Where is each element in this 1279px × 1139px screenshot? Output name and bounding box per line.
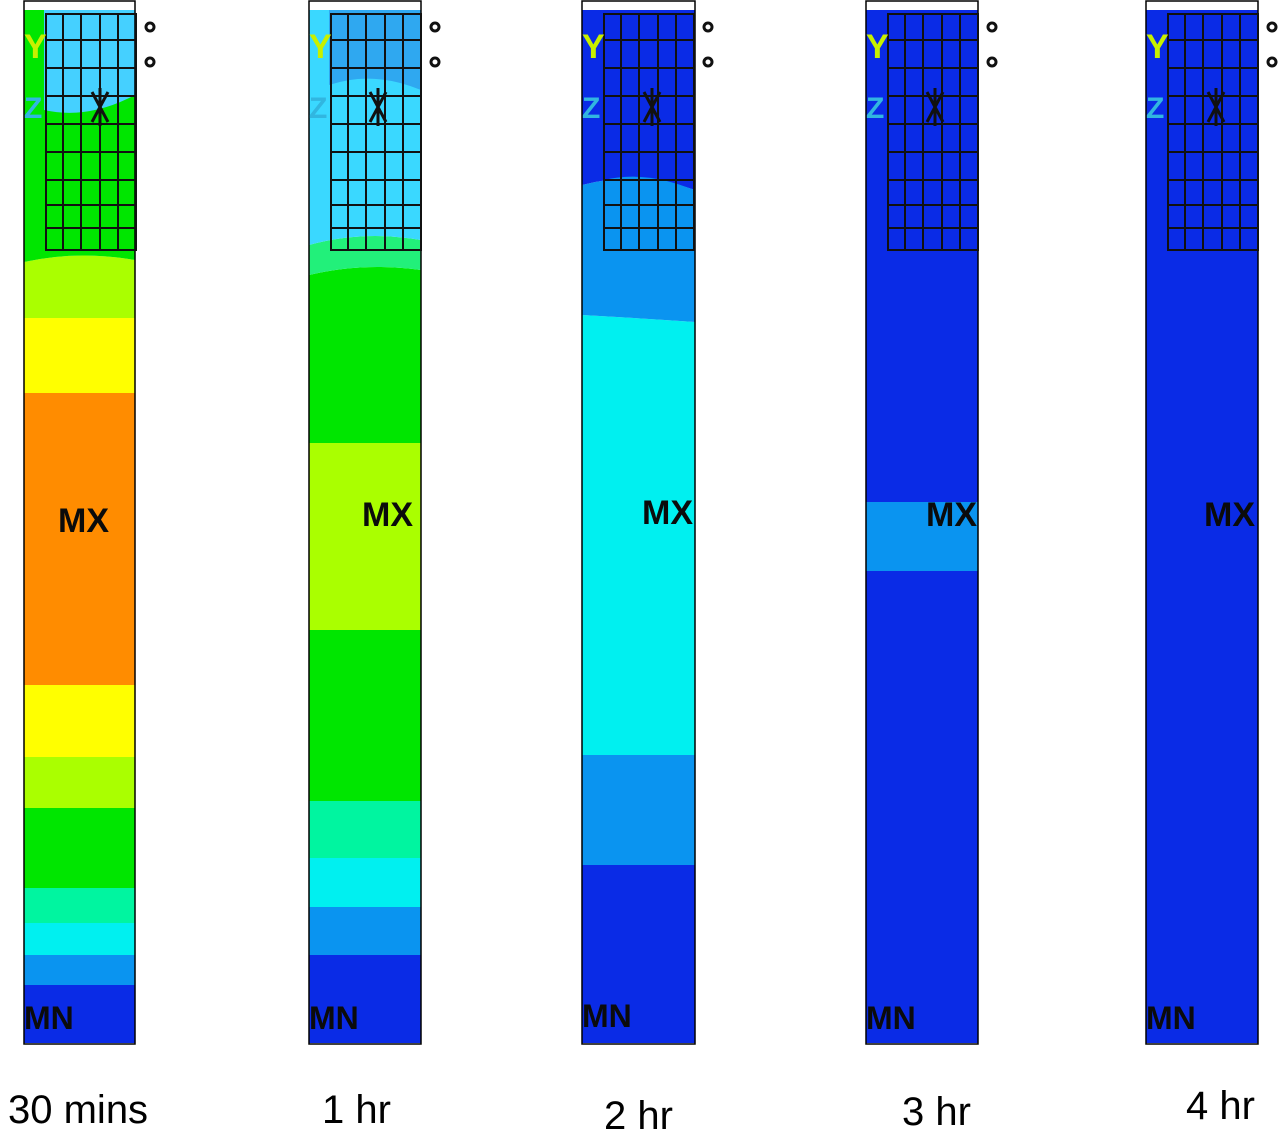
contour-plot-svg bbox=[308, 0, 441, 1045]
band bbox=[582, 865, 695, 1043]
grid-region-fill bbox=[44, 10, 135, 113]
mesh-grid bbox=[603, 13, 714, 251]
column-outline bbox=[23, 0, 136, 1045]
axis-z-label: Z bbox=[24, 92, 43, 125]
band bbox=[24, 685, 135, 757]
axis-y-label: Y bbox=[24, 28, 47, 66]
min-label: MN bbox=[24, 1000, 74, 1036]
min-label: MN bbox=[309, 1000, 359, 1036]
band bbox=[309, 801, 421, 858]
band bbox=[24, 808, 135, 888]
contour-plot-svg bbox=[581, 0, 714, 1045]
column-outline bbox=[865, 0, 979, 1045]
band bbox=[24, 318, 135, 393]
band bbox=[309, 858, 421, 907]
axis-y-label: Y bbox=[866, 28, 889, 66]
mesh-grid bbox=[330, 13, 441, 251]
column-outline bbox=[1145, 0, 1259, 1045]
contour-panel-4-hr: Y Z MX MN bbox=[1130, 0, 1279, 1080]
max-label: MX bbox=[362, 496, 413, 534]
contour-plot-svg bbox=[23, 0, 156, 1045]
band bbox=[309, 443, 421, 630]
axis-y-label: Y bbox=[582, 28, 605, 66]
min-label: MN bbox=[866, 1000, 916, 1036]
contour-column: Y Z MX MN bbox=[566, 0, 726, 1080]
band bbox=[24, 923, 135, 955]
axis-z-label: Z bbox=[309, 92, 328, 125]
axis-y-label: Y bbox=[309, 28, 332, 66]
contour-panel-2-hr: Y Z MX MN bbox=[566, 0, 726, 1080]
contour-panel-1-hr: Y Z MX MN bbox=[293, 0, 453, 1080]
max-label: MX bbox=[1204, 496, 1255, 534]
caption-30-mins: 30 mins bbox=[8, 1088, 149, 1132]
column-outline bbox=[581, 0, 696, 1045]
band bbox=[24, 955, 135, 985]
band bbox=[24, 888, 135, 923]
column-outline bbox=[308, 0, 422, 1045]
band bbox=[582, 315, 695, 755]
mesh-grid bbox=[887, 13, 998, 251]
contour-panel-30-mins: Y Z MX MN bbox=[8, 0, 168, 1080]
max-label: MX bbox=[642, 494, 693, 532]
band bbox=[309, 266, 421, 443]
grid-region-fill bbox=[329, 10, 421, 90]
min-label: MN bbox=[1146, 1000, 1196, 1036]
contour-panel-3-hr: Y Z MX MN bbox=[850, 0, 1010, 1080]
caption-4-hr: 4 hr bbox=[1186, 1084, 1255, 1128]
contour-plot-svg bbox=[865, 0, 998, 1045]
grid-region-fill bbox=[604, 176, 694, 250]
contour-column: Y Z MX MN bbox=[1130, 0, 1279, 1080]
mesh-grid bbox=[1167, 13, 1278, 251]
band bbox=[309, 955, 421, 1043]
contour-plot-svg bbox=[1145, 0, 1278, 1045]
contour-column: Y Z MX MN bbox=[293, 0, 453, 1080]
caption-1-hr: 1 hr bbox=[322, 1088, 391, 1132]
band bbox=[24, 757, 135, 808]
band bbox=[24, 393, 135, 685]
axis-y-label: Y bbox=[1146, 28, 1169, 66]
max-label: MX bbox=[58, 502, 109, 540]
band bbox=[866, 502, 978, 571]
contour-column: Y Z MX MN bbox=[850, 0, 1010, 1080]
axis-z-label: Z bbox=[1146, 92, 1165, 125]
band bbox=[582, 755, 695, 865]
axis-z-label: Z bbox=[866, 92, 885, 125]
band bbox=[309, 630, 421, 801]
mesh-grid bbox=[45, 13, 156, 251]
band bbox=[24, 985, 135, 1043]
max-label: MX bbox=[926, 496, 977, 534]
caption-2-hr: 2 hr bbox=[604, 1094, 673, 1138]
contour-column: Y Z MX MN bbox=[8, 0, 168, 1080]
band bbox=[309, 907, 421, 955]
band bbox=[309, 236, 421, 275]
caption-3-hr: 3 hr bbox=[902, 1090, 971, 1134]
band bbox=[24, 255, 135, 318]
axis-z-label: Z bbox=[582, 92, 601, 125]
min-label: MN bbox=[582, 998, 632, 1034]
